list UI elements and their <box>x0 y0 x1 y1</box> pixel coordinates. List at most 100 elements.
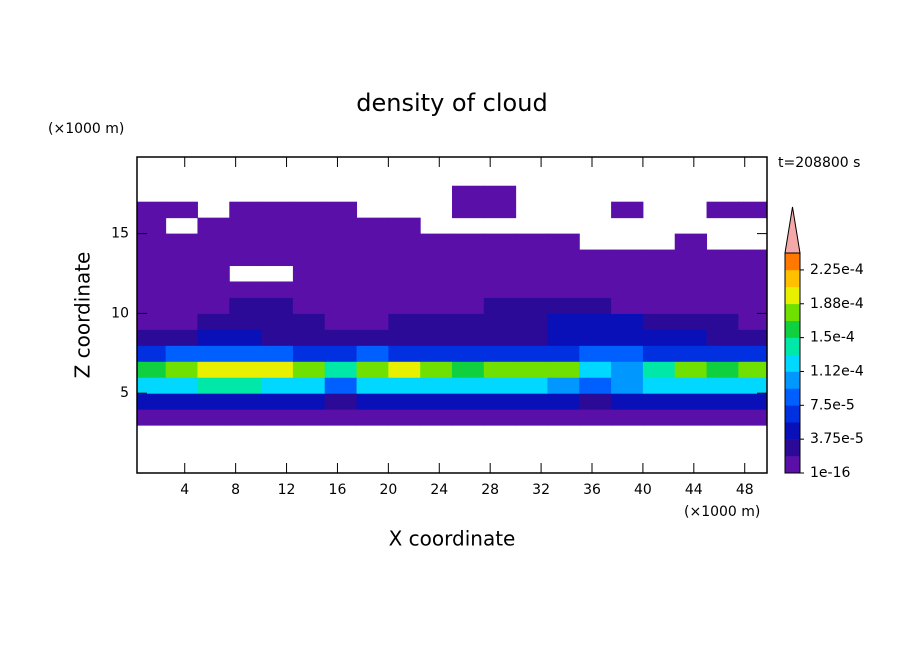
field-cell <box>388 313 421 330</box>
field-cell <box>611 265 644 282</box>
field-cell <box>137 217 167 235</box>
field-cell <box>642 329 676 346</box>
field-cell <box>420 377 453 394</box>
field-cell <box>642 249 676 267</box>
field-cell <box>229 249 262 267</box>
field-cell <box>738 329 768 346</box>
field-cell <box>452 393 485 410</box>
colorbar-tick-label: 2.25e-4 <box>810 262 864 278</box>
annotation: t=208800 s <box>778 155 860 171</box>
field-cell <box>420 361 453 378</box>
field-cell <box>579 345 612 362</box>
field-cell <box>229 281 262 298</box>
field-cell <box>197 361 230 378</box>
x-tick-label: 20 <box>379 482 397 498</box>
field-cell <box>292 329 326 346</box>
field-cell <box>261 297 294 314</box>
field-cell <box>165 409 198 426</box>
field-cell <box>197 329 230 346</box>
field-cell <box>292 345 326 362</box>
y-unit: (×1000 m) <box>48 121 124 137</box>
field-cell <box>515 281 548 298</box>
field-cell <box>452 249 485 267</box>
field-cell <box>165 233 198 251</box>
field-cell <box>452 265 485 282</box>
field-cell <box>706 361 739 378</box>
field-cell <box>515 409 548 426</box>
field-cell <box>388 377 421 394</box>
field-cell <box>197 393 230 410</box>
field-cell <box>165 329 198 346</box>
field-cell <box>674 329 708 346</box>
field-cell <box>261 281 294 298</box>
field-cell <box>579 393 612 410</box>
field-cell <box>420 345 453 362</box>
field-cell <box>547 265 580 282</box>
y-axis-label: Z coordinate <box>71 252 95 379</box>
colorbar-band <box>785 253 800 271</box>
x-tick-label: 40 <box>634 482 652 498</box>
field-cell <box>579 329 612 346</box>
field-cell <box>420 393 453 410</box>
field-cell <box>674 377 708 394</box>
field-cell <box>515 233 548 251</box>
field-cell <box>388 297 421 314</box>
field-cell <box>452 361 485 378</box>
field <box>137 185 768 426</box>
field-cell <box>388 409 421 426</box>
field-cell <box>356 217 389 235</box>
field-cell <box>292 265 326 282</box>
field-cell <box>452 345 485 362</box>
field-cell <box>611 361 644 378</box>
field-cell <box>483 345 517 362</box>
field-cell <box>738 201 768 219</box>
field-cell <box>483 393 517 410</box>
field-cell <box>229 217 262 235</box>
field-cell <box>674 297 708 314</box>
field-cell <box>356 409 389 426</box>
field-cell <box>738 345 768 362</box>
field-cell <box>229 377 262 394</box>
field-cell <box>261 345 294 362</box>
field-cell <box>515 393 548 410</box>
field-cell <box>515 297 548 314</box>
field-cell <box>674 249 708 267</box>
field-cell <box>642 313 676 330</box>
field-cell <box>706 409 739 426</box>
field-cell <box>229 201 262 219</box>
field-cell <box>137 377 167 394</box>
field-cell <box>547 345 580 362</box>
field-cell <box>642 377 676 394</box>
field-cell <box>292 377 326 394</box>
field-cell <box>324 217 358 235</box>
field-cell <box>706 249 739 267</box>
field-cell <box>261 201 294 219</box>
field-cell <box>611 393 644 410</box>
colorbar-band <box>785 354 800 372</box>
field-cell <box>292 281 326 298</box>
field-cell <box>547 249 580 267</box>
field-cell <box>229 345 262 362</box>
field-cell <box>197 217 230 235</box>
field-cell <box>197 409 230 426</box>
field-cell <box>137 345 167 362</box>
field-cell <box>674 345 708 362</box>
field-cell <box>388 217 421 235</box>
x-tick-label: 24 <box>430 482 448 498</box>
colorbar-tick-label: 1.88e-4 <box>810 296 864 312</box>
field-cell <box>706 345 739 362</box>
field-cell <box>674 393 708 410</box>
field-cell <box>706 281 739 298</box>
field-cell <box>547 233 580 251</box>
field-cell <box>356 377 389 394</box>
colorbar-band <box>785 439 800 457</box>
field-cell <box>388 345 421 362</box>
field-cell <box>356 393 389 410</box>
field-cell <box>137 201 167 219</box>
field-cell <box>388 233 421 251</box>
field-cell <box>229 233 262 251</box>
field-cell <box>579 281 612 298</box>
field-cell <box>420 329 453 346</box>
field-cell <box>261 409 294 426</box>
